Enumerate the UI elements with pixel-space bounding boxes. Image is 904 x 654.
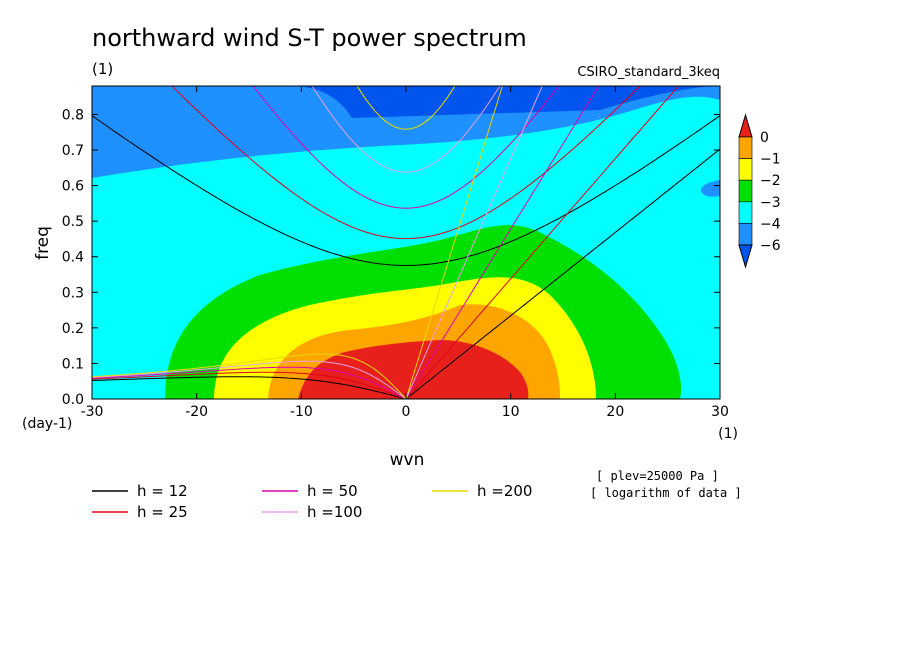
- legend-label: h = 50: [307, 482, 358, 500]
- rossby-curve: [92, 353, 407, 399]
- colorbar-segment: [738, 201, 753, 224]
- axis-ticks: -30 -20 -10 0 10 20 30 0.0 0.1 0.2 0.3 0.4 0.5 0.6 0.7…: [62, 86, 729, 420]
- contour-band-gt-0: [298, 340, 529, 399]
- colorbar-segment: [738, 136, 753, 159]
- x-tick-label: -30: [81, 404, 104, 420]
- gravity-curve: [252, 86, 560, 209]
- colorbar-label: −4: [760, 216, 781, 232]
- gravity-curve: [311, 86, 501, 173]
- rossby-curve: [92, 376, 407, 399]
- y-tick-label: 0.8: [62, 107, 84, 123]
- colorbar-label: −6: [760, 238, 781, 254]
- x-tick-label: -10: [290, 404, 313, 420]
- colorbar-segment: [738, 158, 753, 181]
- colorbar-label: −1: [760, 152, 781, 168]
- kelvin-curve: [405, 86, 503, 399]
- y-tick-label: 0.4: [62, 250, 84, 266]
- legend-label: h =200: [477, 482, 532, 500]
- x-tick-label: 0: [402, 404, 411, 420]
- y-tick-label: 0.5: [62, 214, 84, 230]
- dispersion-curves: [92, 86, 720, 399]
- kelvin-curve: [405, 86, 600, 399]
- colorbar-label: −2: [760, 173, 781, 189]
- legend-label: h = 25: [137, 503, 188, 521]
- legend: h = 12 h = 25 h = 50 h =100 h =200: [92, 482, 532, 521]
- y-tick-label: 0.7: [62, 143, 84, 159]
- x-tick-label: 10: [502, 404, 520, 420]
- note-plev: [ plev=25000 Pa ]: [596, 469, 719, 483]
- x-tick-label: -20: [185, 404, 208, 420]
- chart-subtitle-unit: (1): [92, 60, 113, 78]
- legend-label: h =100: [307, 503, 362, 521]
- y-unit-label: (day-1): [22, 416, 72, 432]
- rossby-curve: [92, 360, 407, 399]
- y-tick-label: 0.1: [62, 356, 84, 372]
- rossby-curve: [92, 366, 407, 399]
- colorbar-label: −3: [760, 195, 781, 211]
- chart-subtitle-model: CSIRO_standard_3keq: [577, 65, 720, 80]
- gravity-curve: [92, 115, 720, 267]
- colorbar-top-arrow: [738, 113, 753, 138]
- kelvin-curve: [405, 86, 543, 399]
- colorbar-bottom-arrow: [738, 244, 753, 269]
- gravity-curve: [171, 86, 641, 240]
- y-tick-label: 0.6: [62, 179, 84, 195]
- chart-title: northward wind S-T power spectrum: [92, 24, 527, 52]
- x-unit-label: (1): [718, 426, 738, 442]
- colorbar-segment: [738, 179, 753, 203]
- kelvin-curve: [405, 148, 720, 399]
- y-tick-label: 0.3: [62, 285, 84, 301]
- colorbar-label: 0: [760, 130, 769, 146]
- x-axis-label: wvn: [390, 450, 425, 470]
- colorbar-segment: [738, 223, 753, 246]
- x-tick-label: 30: [711, 404, 729, 420]
- colorbar: 0 −1 −2 −3 −4 −6: [738, 113, 781, 269]
- y-axis-label: freq: [33, 226, 53, 260]
- legend-label: h = 12: [137, 482, 188, 500]
- gravity-curve: [356, 86, 456, 130]
- y-tick-label: 0.2: [62, 321, 84, 337]
- rossby-curve: [92, 371, 407, 399]
- plot-area: [92, 86, 720, 399]
- y-tick-label: 0.0: [62, 392, 84, 408]
- kelvin-curve: [405, 86, 680, 399]
- note-logarithm: [ logarithm of data ]: [590, 486, 742, 500]
- x-tick-label: 20: [606, 404, 624, 420]
